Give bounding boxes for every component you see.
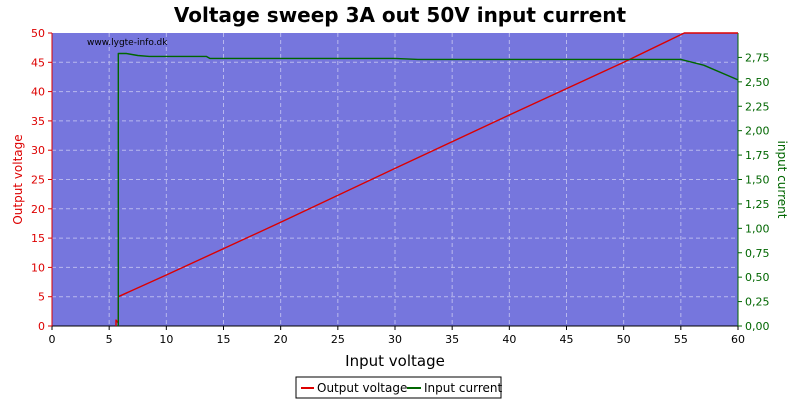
chart-title: Voltage sweep 3A out 50V input current <box>174 3 627 27</box>
left-y-tick-label: 15 <box>31 232 45 245</box>
x-tick-label: 60 <box>731 333 745 346</box>
left-y-tick-label: 50 <box>31 27 45 40</box>
left-y-tick-label: 45 <box>31 56 45 69</box>
legend-box <box>295 376 502 399</box>
left-y-tick-label: 5 <box>38 291 45 304</box>
right-y-axis-title: input current <box>775 141 789 219</box>
x-tick-label: 45 <box>560 333 574 346</box>
x-axis-title: Input voltage <box>345 352 445 370</box>
x-tick-label: 50 <box>617 333 631 346</box>
legend-label-output-voltage: Output voltage <box>317 381 407 395</box>
grid-lines <box>52 33 738 326</box>
output-voltage-line <box>115 32 738 326</box>
left-y-tick-label: 35 <box>31 115 45 128</box>
left-y-tick-label: 0 <box>38 320 45 333</box>
legend: Output voltage Input current <box>295 376 502 399</box>
right-y-tick-label: 2,00 <box>745 125 770 138</box>
legend-label-input-current: Input current <box>424 381 502 395</box>
right-y-tick-label: 2,25 <box>745 100 770 113</box>
left-y-tick-label: 40 <box>31 86 45 99</box>
x-tick-label: 5 <box>106 333 113 346</box>
left-y-tick-label: 20 <box>31 203 45 216</box>
x-tick-label: 0 <box>49 333 56 346</box>
left-y-axis-title: Output voltage <box>11 134 25 224</box>
x-tick-label: 25 <box>331 333 345 346</box>
x-tick-label: 15 <box>217 333 231 346</box>
x-tick-label: 40 <box>502 333 516 346</box>
left-y-tick-label: 10 <box>31 261 45 274</box>
x-tick-label: 35 <box>445 333 459 346</box>
right-y-tick-label: 2,50 <box>745 76 770 89</box>
axis-ticks: 0 5 10 15 20 25 30 35 40 45 50 55 60 0 5 10 15 20 25 30 35 40… <box>31 27 770 346</box>
x-tick-label: 30 <box>388 333 402 346</box>
left-y-tick-label: 30 <box>31 144 45 157</box>
left-y-tick-label: 25 <box>31 174 45 187</box>
right-y-tick-label: 1,75 <box>745 149 770 162</box>
x-tick-label: 10 <box>159 333 173 346</box>
right-y-tick-label: 1,50 <box>745 174 770 187</box>
right-y-tick-label: 1,25 <box>745 198 770 211</box>
series-lines <box>115 32 739 326</box>
x-tick-label: 20 <box>274 333 288 346</box>
right-y-tick-label: 1,00 <box>745 222 770 235</box>
input-current-line <box>117 52 739 326</box>
right-y-tick-label: 0,00 <box>745 320 770 333</box>
right-y-tick-label: 0,50 <box>745 271 770 284</box>
right-y-tick-label: 0,75 <box>745 247 770 260</box>
right-y-tick-label: 0,25 <box>745 296 770 309</box>
watermark: www.lygte-info.dk <box>87 38 168 48</box>
right-y-tick-label: 2,75 <box>745 51 770 64</box>
x-tick-label: 55 <box>674 333 688 346</box>
